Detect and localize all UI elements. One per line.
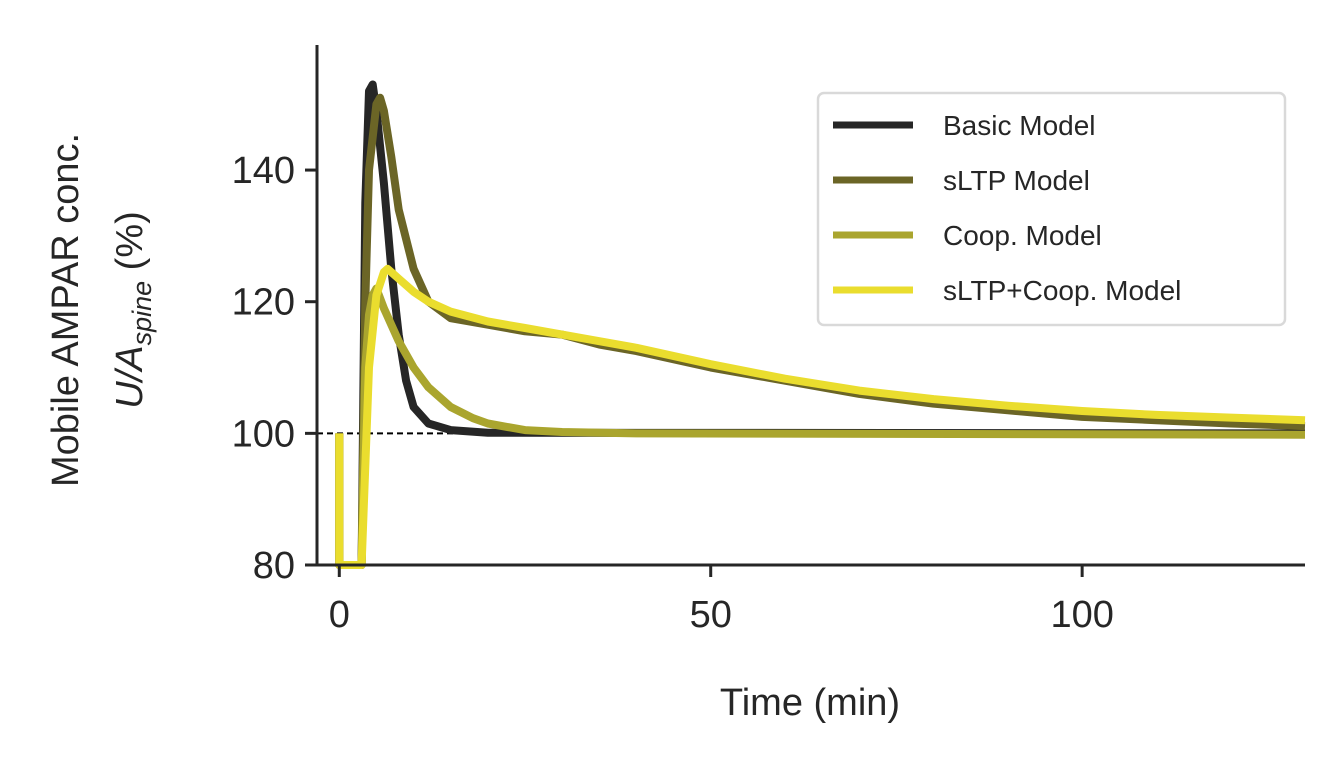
series-line-coop-model (335, 284, 1306, 569)
y-axis-label: Mobile AMPAR conc. (45, 133, 87, 487)
legend-box (816, 91, 1287, 327)
x-tick-label-50: 50 (690, 594, 732, 636)
y-tick-label-100: 100 (232, 413, 295, 455)
legend-entries: Basic Model sLTP Model Coop. Model sLTP+Coo… (833, 110, 1181, 306)
y-axis-label-2: U/Aspine (%) (109, 211, 157, 409)
y-axis-label-unit-suffix: (%) (109, 211, 151, 281)
y-tick-label-140: 140 (232, 150, 295, 192)
x-tick-label-0: 0 (329, 594, 350, 636)
y-axis-label-unit-sub: spine (127, 281, 157, 346)
y-tick-label-80: 80 (253, 545, 295, 587)
legend-label-basic-model: Basic Model (943, 110, 1096, 141)
y-axis-label-line1: Mobile AMPAR conc. (45, 133, 87, 487)
y-tick-label-120: 120 (232, 282, 295, 324)
axes-layer: 80 100 120 140 0 50 100 (232, 45, 1305, 636)
x-axis-label: Time (min) (720, 682, 900, 724)
legend-label-sltp-coop-model: sLTP+Coop. Model (943, 275, 1181, 306)
series-layer (335, 80, 1306, 569)
legend: Basic Model sLTP Model Coop. Model sLTP+Coo… (816, 91, 1287, 327)
legend-label-sltp-model: sLTP Model (943, 165, 1090, 196)
legend-label-coop-model: Coop. Model (943, 220, 1102, 251)
series-line-sltp-coop-model (335, 264, 1306, 569)
svg-text:U/Aspine (%): U/Aspine (%) (109, 211, 157, 409)
y-axis-label-unit-main: U/A (109, 345, 151, 408)
x-tick-label-100: 100 (1050, 594, 1113, 636)
